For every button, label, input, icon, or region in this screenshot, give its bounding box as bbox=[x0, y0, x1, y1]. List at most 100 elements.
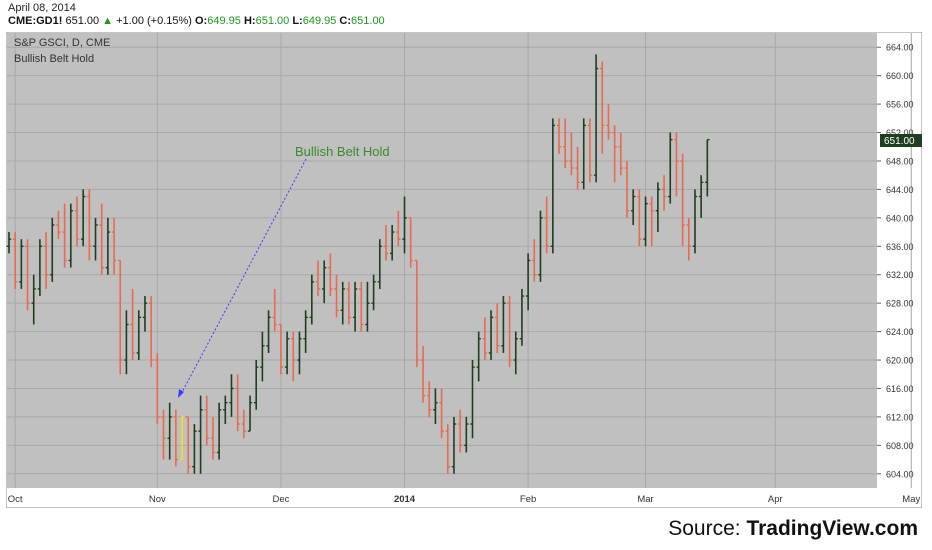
ohlc-bar bbox=[80, 189, 86, 247]
open-value: 649.95 bbox=[207, 15, 241, 27]
y-tick-label: 604.00 bbox=[886, 469, 914, 479]
ohlc-bar bbox=[482, 317, 488, 361]
y-tick-label: 608.00 bbox=[886, 441, 914, 451]
y-tick-label: 648.00 bbox=[886, 156, 914, 166]
annotation-line bbox=[179, 158, 307, 397]
ohlc-bar bbox=[606, 104, 611, 140]
ohlc-bar bbox=[68, 203, 73, 268]
ohlc-bar bbox=[297, 331, 302, 375]
ohlc-bar bbox=[87, 189, 92, 261]
ohlc-bar bbox=[186, 416, 191, 474]
ohlc-bar bbox=[235, 374, 240, 432]
ohlc-bar bbox=[198, 395, 203, 474]
ohlc-bar bbox=[525, 253, 531, 311]
ohlc-bar bbox=[31, 274, 36, 325]
ohlc-bar bbox=[513, 331, 518, 375]
annotation-label: Bullish Belt Hold bbox=[295, 144, 390, 159]
ohlc-bar bbox=[655, 182, 661, 233]
ohlc-bar bbox=[173, 409, 179, 467]
x-tick-label: 2014 bbox=[394, 494, 416, 505]
ohlc-bar bbox=[99, 203, 104, 275]
ohlc-bar bbox=[148, 296, 154, 368]
chart-frame[interactable]: 664.00 660.00 656.00 652.00 648.00 644.00 640.… bbox=[5, 31, 923, 509]
ohlc-bar bbox=[74, 196, 80, 247]
ohlc-bar bbox=[377, 239, 382, 289]
ohlc-chart[interactable]: 664.00 660.00 656.00 652.00 648.00 644.00 640.… bbox=[5, 31, 923, 509]
ohlc-bar bbox=[346, 281, 352, 325]
ohlc-bar bbox=[402, 196, 407, 254]
ohlc-bar bbox=[291, 331, 296, 382]
ohlc-bar bbox=[260, 331, 265, 382]
ohlc-bar bbox=[43, 232, 49, 289]
ohlc-bar bbox=[118, 259, 123, 375]
ohlc-bar bbox=[420, 345, 426, 403]
ohlc-bar bbox=[359, 281, 364, 332]
ohlc-bar bbox=[309, 274, 315, 325]
ohlc-bar bbox=[414, 259, 420, 368]
y-tick-label: 664.00 bbox=[886, 43, 914, 53]
ohlc-bar bbox=[216, 402, 222, 460]
y-tick-label: 624.00 bbox=[886, 327, 914, 337]
ohlc-bar bbox=[241, 409, 247, 439]
ohlc-bar bbox=[247, 395, 253, 432]
ohlc-bar bbox=[340, 281, 345, 325]
ohlc-bar bbox=[575, 146, 580, 190]
source-credit: Source: TradingView.com bbox=[668, 517, 918, 541]
ohlc-bar bbox=[192, 424, 197, 474]
ohlc-bar bbox=[254, 360, 259, 410]
y-tick-label: 644.00 bbox=[886, 185, 914, 195]
header-date: April 08, 2014 bbox=[8, 2, 76, 14]
ohlc-bar bbox=[624, 160, 630, 218]
ohlc-bar bbox=[556, 118, 562, 154]
ohlc-bar bbox=[507, 296, 512, 368]
ohlc-bar bbox=[155, 352, 160, 425]
ohlc-bar bbox=[105, 217, 111, 275]
y-tick-label: 612.00 bbox=[886, 412, 914, 422]
ohlc-bar bbox=[50, 217, 55, 282]
ohlc-bar bbox=[210, 416, 216, 460]
ohlc-bar bbox=[593, 54, 599, 183]
price-change: +1.00 (+0.15%) bbox=[116, 15, 192, 27]
source-name: TradingView.com bbox=[746, 517, 918, 540]
ohlc-bar bbox=[408, 217, 413, 268]
ohlc-bar bbox=[705, 138, 710, 197]
x-tick-label: Apr bbox=[768, 494, 783, 505]
ohlc-bar bbox=[439, 388, 444, 439]
ohlc-bar bbox=[686, 217, 691, 261]
ohlc-bar bbox=[389, 224, 395, 261]
ohlc-bar bbox=[229, 374, 234, 417]
ohlc-bar bbox=[519, 288, 525, 346]
y-tick-label: 640.00 bbox=[886, 213, 914, 223]
x-tick-label: Dec bbox=[272, 494, 289, 505]
ohlc-bar bbox=[365, 281, 370, 332]
ohlc-bar bbox=[6, 232, 12, 254]
ohlc-bar bbox=[569, 132, 574, 176]
symbol[interactable]: CME:GD1! bbox=[8, 15, 63, 27]
ohlc-bar bbox=[643, 196, 648, 247]
ohlc-bar bbox=[111, 217, 117, 275]
y-tick-label: 620.00 bbox=[886, 356, 914, 366]
low-value: 649.95 bbox=[302, 15, 337, 27]
ohlc-bar bbox=[692, 189, 698, 254]
ohlc-bar bbox=[204, 395, 209, 446]
ohlc-bar bbox=[464, 416, 469, 453]
ohlc-bar bbox=[538, 210, 543, 282]
high-value: 651.00 bbox=[255, 15, 290, 27]
ohlc-bar bbox=[136, 310, 141, 361]
ohlc-bar bbox=[19, 239, 24, 289]
ohlc-bar bbox=[142, 296, 148, 332]
annotation-arrow-icon bbox=[178, 389, 184, 398]
ohlc-bar bbox=[550, 118, 556, 254]
low-label: L: bbox=[292, 15, 303, 27]
ohlc-bar bbox=[321, 260, 327, 304]
ohlc-bar bbox=[124, 310, 129, 375]
ohlc-bar bbox=[433, 388, 438, 425]
ohlc-bar bbox=[167, 402, 172, 460]
x-tick-label: Oct bbox=[8, 494, 23, 505]
open-label: O: bbox=[195, 15, 208, 27]
x-tick-label: Mar bbox=[637, 494, 653, 505]
price-bars bbox=[6, 54, 710, 474]
ohlc-bar bbox=[451, 416, 457, 474]
ohlc-bar bbox=[476, 331, 481, 382]
ohlc-bar bbox=[630, 189, 636, 225]
